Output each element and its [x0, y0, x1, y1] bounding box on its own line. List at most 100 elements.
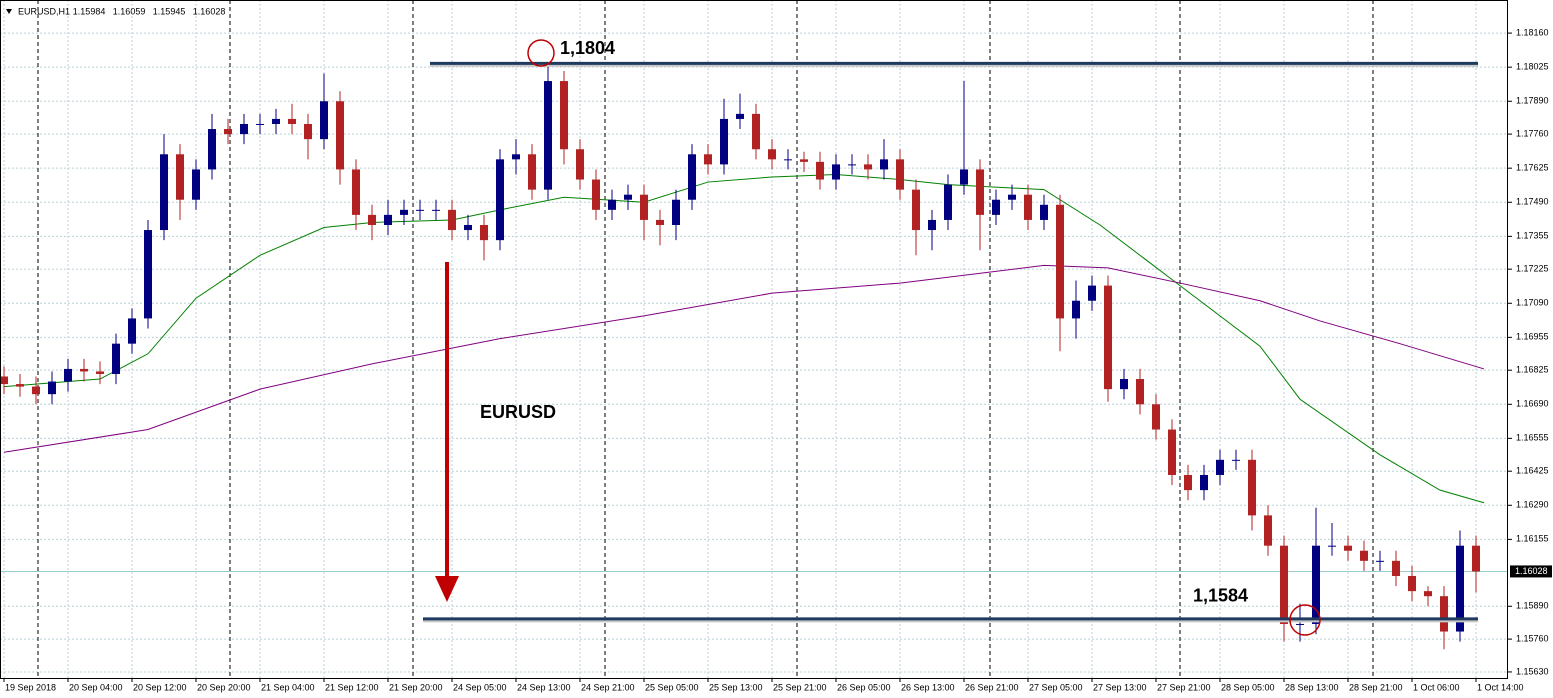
- ma-line: [3, 173, 1485, 504]
- candle-body: [736, 113, 744, 119]
- candle-body: [1168, 429, 1176, 475]
- y-tick-label: 1.17760: [1516, 128, 1549, 138]
- x-tick-label: 26 Sep 13:00: [901, 682, 955, 692]
- header-value: 1.15945: [153, 6, 186, 16]
- x-tick-label: 28 Sep 13:00: [1285, 682, 1339, 692]
- candle-body: [1328, 545, 1336, 547]
- candle-body: [1040, 204, 1048, 220]
- candle-body: [1088, 285, 1096, 301]
- candle-body: [1296, 623, 1304, 625]
- low-circle: [1289, 604, 1321, 636]
- candle-body: [688, 154, 696, 200]
- candle-body: [976, 169, 984, 215]
- candle-body: [1472, 545, 1480, 572]
- candle-body: [80, 368, 88, 372]
- candle-body: [288, 118, 296, 124]
- y-tick-label: 1.18025: [1516, 62, 1549, 72]
- candle-body: [784, 159, 792, 161]
- candle-body: [96, 371, 104, 374]
- candle-body: [816, 161, 824, 180]
- candle-body: [272, 118, 280, 124]
- overlay: 1,1804 1,1584: [423, 38, 1478, 623]
- x-tick-label: 1 Oct 06:00: [1413, 682, 1460, 692]
- candle-body: [1424, 591, 1432, 597]
- x-tick-label: 27 Sep 05:00: [1029, 682, 1083, 692]
- plot: [0, 63, 1485, 650]
- candle-body: [480, 224, 488, 241]
- x-tick-label: 20 Sep 04:00: [69, 682, 123, 692]
- candle-body: [336, 101, 344, 170]
- axes: 1.18160 1.18025 1.17890 1.17760 1.17625 1.174…: [3, 27, 1552, 692]
- candle-body: [896, 159, 904, 190]
- candle-body: [160, 154, 168, 231]
- candle-body: [128, 318, 136, 344]
- candle-body: [880, 159, 888, 170]
- candle-body: [432, 209, 440, 211]
- candle-body: [960, 169, 968, 185]
- x-tick-label: 20 Sep 12:00: [133, 682, 187, 692]
- candle-body: [992, 199, 1000, 215]
- candle-body: [256, 123, 264, 125]
- x-tick-label: 21 Sep 04:00: [261, 682, 315, 692]
- header-value: 1.16059: [113, 6, 146, 16]
- grid: [0, 0, 1508, 678]
- header-value: 1.16028: [193, 6, 226, 16]
- candle-body: [368, 214, 376, 225]
- candle-body: [320, 101, 328, 140]
- candle-body: [496, 159, 504, 241]
- last-price-box: [1510, 565, 1552, 578]
- candle-body: [416, 209, 424, 211]
- candle-body: [1200, 474, 1208, 491]
- x-tick-label: 24 Sep 05:00: [453, 682, 507, 692]
- candle-body: [144, 230, 152, 319]
- y-tick-label: 1.15760: [1516, 633, 1549, 643]
- candle-body: [352, 169, 360, 215]
- candle-body: [48, 381, 56, 395]
- y-tick-label: 1.16690: [1516, 399, 1549, 409]
- x-tick-label: 24 Sep 13:00: [517, 682, 571, 692]
- level-label: 1,1804: [560, 38, 615, 58]
- candle-body: [640, 194, 648, 220]
- candle-body: [656, 219, 664, 225]
- x-tick-label: 25 Sep 05:00: [645, 682, 699, 692]
- candle-body: [192, 169, 200, 200]
- x-tick-label: 26 Sep 21:00: [965, 682, 1019, 692]
- x-tick-label: 25 Sep 13:00: [709, 682, 763, 692]
- plot-frame: [0, 0, 1508, 679]
- candle-body: [240, 123, 248, 135]
- candle-body: [1120, 379, 1128, 390]
- candle-body: [1248, 459, 1256, 516]
- candle-body: [720, 118, 728, 165]
- annotation: EURUSD: [480, 402, 556, 422]
- candle-body: [112, 343, 120, 374]
- candle-body: [1152, 404, 1160, 430]
- header-value: 1.15984: [73, 6, 106, 16]
- candle-body: [624, 194, 632, 200]
- y-tick-label: 1.15630: [1516, 666, 1549, 676]
- candle-body: [208, 129, 216, 170]
- y-tick-label: 1.15890: [1516, 601, 1549, 611]
- candle-body: [832, 164, 840, 180]
- candle-body: [464, 224, 472, 231]
- candle-body: [64, 368, 72, 382]
- y-tick-label: 1.16155: [1516, 534, 1549, 544]
- candle-body: [1440, 596, 1448, 632]
- high-circle: [527, 39, 555, 67]
- candle-body: [864, 164, 872, 170]
- candle-body: [1104, 285, 1112, 390]
- candle-body: [608, 199, 616, 210]
- y-tick-label: 1.18160: [1516, 27, 1549, 37]
- x-tick-label: 26 Sep 05:00: [837, 682, 891, 692]
- x-tick-label: 1 Oct 14:00: [1477, 682, 1524, 692]
- candle-body: [1136, 379, 1144, 405]
- y-tick-label: 1.16825: [1516, 365, 1549, 375]
- candle-body: [1392, 560, 1400, 576]
- x-tick-label: 20 Sep 20:00: [197, 682, 251, 692]
- candle-body: [1072, 300, 1080, 319]
- header-symbol: EURUSD,H1: [18, 6, 70, 16]
- candle-body: [384, 214, 392, 225]
- candle-body: [1008, 194, 1016, 200]
